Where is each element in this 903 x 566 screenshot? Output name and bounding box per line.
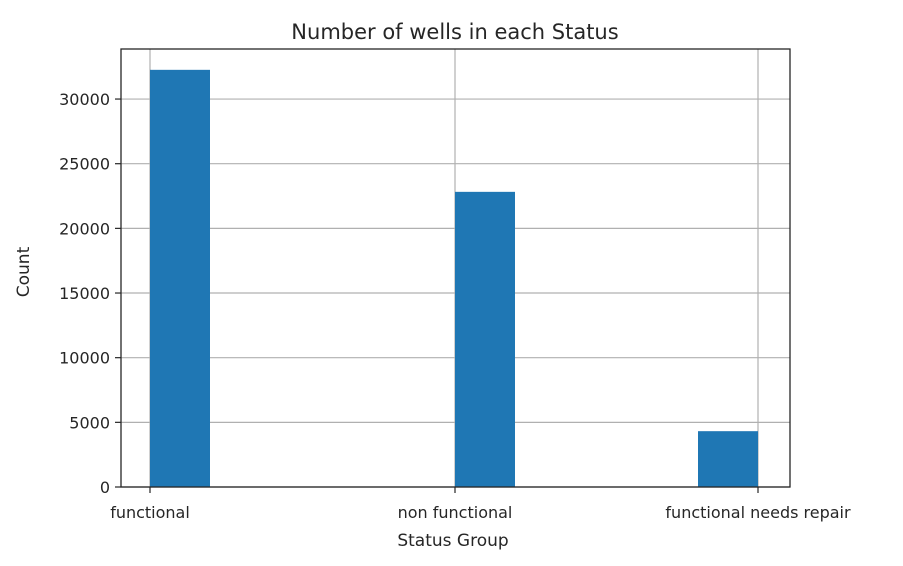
y-tick-label: 5000 xyxy=(69,413,110,432)
x-tick-label: non functional xyxy=(398,503,513,522)
y-tick-label: 25000 xyxy=(59,155,110,174)
y-axis-label: Count xyxy=(14,246,34,297)
y-tick-label: 20000 xyxy=(59,219,110,238)
y-tick-label: 15000 xyxy=(59,284,110,303)
x-axis-label: Status Group xyxy=(397,531,508,551)
x-tick-label: functional xyxy=(110,503,190,522)
chart-title: Number of wells in each Status xyxy=(291,20,618,44)
y-tick-label: 10000 xyxy=(59,349,110,368)
bar xyxy=(455,191,515,487)
y-tick-label: 0 xyxy=(100,478,110,497)
bars xyxy=(150,69,758,487)
bar xyxy=(698,431,758,487)
y-tick-label: 30000 xyxy=(59,90,110,109)
bar xyxy=(150,69,210,487)
x-tick-label: functional needs repair xyxy=(665,503,851,522)
axis-ticks: 0 5000 10000 15000 20000 25000 30000 functional… xyxy=(59,90,851,522)
